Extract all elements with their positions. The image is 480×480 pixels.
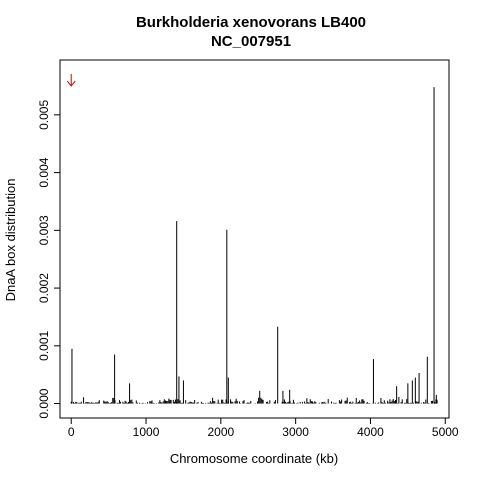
x-tick-label: 3000 — [282, 425, 309, 439]
x-tick-label: 2000 — [207, 425, 234, 439]
x-axis: 0 1000 2000 3000 4000 5000 — [68, 417, 459, 439]
arrow-marker-head — [66, 80, 76, 87]
x-tick-label: 5000 — [432, 425, 459, 439]
x-tick-label: 4000 — [357, 425, 384, 439]
x-tick-label: 1000 — [133, 425, 160, 439]
y-axis-label: DnaA box distribution — [3, 179, 18, 302]
y-tick-label: 0.004 — [37, 157, 51, 187]
plot-frame — [59, 59, 450, 419]
y-tick-label: 0.003 — [37, 215, 51, 245]
x-tick-label: 0 — [68, 425, 75, 439]
chart-subtitle: NC_007951 — [211, 33, 291, 50]
x-axis-label: Chromosome coordinate (kb) — [170, 451, 338, 466]
y-tick-label: 0.000 — [37, 388, 51, 418]
y-axis: 0.000 0.001 0.002 0.003 0.004 0.005 — [37, 100, 61, 419]
y-tick-label: 0.002 — [37, 273, 51, 303]
arrow-marker-group — [66, 74, 76, 87]
y-tick-label: 0.001 — [37, 330, 51, 360]
y-tick-label: 0.005 — [37, 100, 51, 130]
bars-group — [70, 87, 438, 404]
chart-title: Burkholderia xenovorans LB400 — [136, 14, 366, 31]
